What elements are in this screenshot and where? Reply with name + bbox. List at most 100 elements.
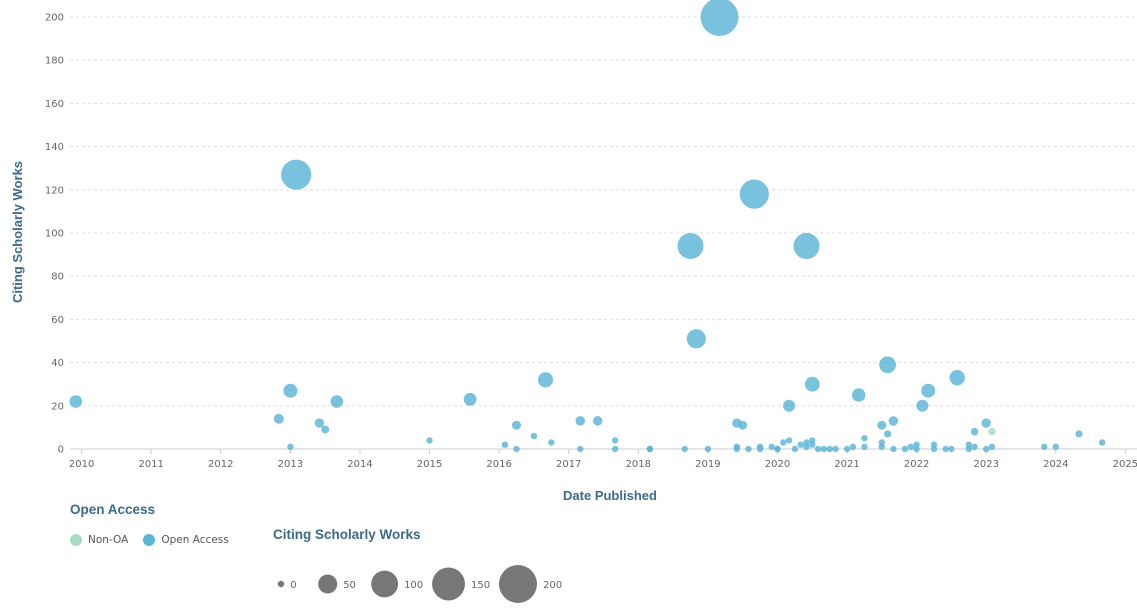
data-point-open-access[interactable]: [592, 416, 603, 426]
data-point-open-access[interactable]: [426, 437, 433, 444]
data-point-open-access[interactable]: [884, 430, 892, 438]
data-point-open-access[interactable]: [69, 395, 83, 408]
x-tick-label: 2012: [208, 459, 233, 470]
data-point-open-access[interactable]: [890, 445, 897, 453]
size-legend: 0 50 100 150 200: [277, 565, 562, 603]
y-tick-label: 120: [45, 185, 64, 196]
data-point-open-access[interactable]: [739, 179, 769, 209]
size-legend-circle: [498, 565, 537, 603]
data-point-open-access[interactable]: [877, 420, 887, 430]
data-point-open-access[interactable]: [283, 383, 298, 398]
data-point-open-access[interactable]: [797, 441, 804, 448]
data-point-open-access[interactable]: [756, 445, 764, 453]
data-point-open-access[interactable]: [965, 445, 972, 453]
data-point-open-access[interactable]: [321, 425, 330, 434]
data-point-open-access[interactable]: [832, 445, 839, 453]
data-point-open-access[interactable]: [913, 445, 920, 453]
data-point-open-access[interactable]: [809, 441, 816, 448]
y-tick-label: 200: [45, 13, 64, 24]
legend-item-non-oa[interactable]: Non-OA: [70, 534, 128, 546]
size-legend-label: 200: [543, 580, 562, 591]
data-point-open-access[interactable]: [548, 439, 555, 446]
data-point-open-access[interactable]: [686, 329, 706, 349]
data-point-open-access[interactable]: [849, 443, 857, 450]
data-point-open-access[interactable]: [916, 399, 929, 412]
non-oa-swatch-icon: [70, 534, 82, 546]
legend-label-non-oa: Non-OA: [88, 534, 129, 546]
data-point-open-access[interactable]: [970, 427, 979, 436]
data-point-open-access[interactable]: [901, 445, 909, 453]
data-point-open-access[interactable]: [1075, 430, 1083, 438]
data-point-open-access[interactable]: [745, 445, 752, 453]
y-tick-label: 180: [45, 56, 64, 67]
data-point-open-access[interactable]: [907, 443, 914, 450]
data-point-open-access[interactable]: [677, 233, 704, 259]
x-tick-label: 2014: [347, 459, 372, 470]
data-point-open-access[interactable]: [921, 383, 936, 398]
data-point-open-access[interactable]: [1099, 439, 1106, 446]
data-point-open-access[interactable]: [988, 443, 996, 450]
data-point-open-access[interactable]: [501, 441, 509, 448]
data-point-non-oa[interactable]: [988, 427, 996, 436]
data-point-open-access[interactable]: [281, 159, 312, 190]
data-point-open-access[interactable]: [981, 418, 991, 428]
data-point-open-access[interactable]: [983, 445, 990, 453]
data-point-open-access[interactable]: [330, 395, 344, 408]
data-point-open-access[interactable]: [681, 445, 688, 453]
x-tick-label: 2011: [138, 459, 163, 470]
data-point-open-access[interactable]: [861, 443, 868, 450]
data-point-open-access[interactable]: [793, 233, 820, 259]
data-point-open-access[interactable]: [888, 416, 899, 426]
data-point-open-access[interactable]: [948, 445, 955, 453]
data-point-open-access[interactable]: [537, 372, 554, 388]
data-point-open-access[interactable]: [575, 416, 586, 426]
data-point-open-access[interactable]: [804, 376, 820, 392]
open-access-swatch-icon: [143, 534, 156, 546]
x-tick-label: 2016: [486, 459, 511, 470]
data-point-open-access[interactable]: [930, 445, 938, 453]
data-point-open-access[interactable]: [733, 445, 741, 453]
data-point-open-access[interactable]: [843, 445, 851, 453]
data-point-open-access[interactable]: [577, 445, 584, 453]
data-point-open-access[interactable]: [287, 443, 294, 450]
data-point-open-access[interactable]: [1052, 443, 1060, 450]
data-point-open-access[interactable]: [803, 443, 810, 450]
data-point-open-access[interactable]: [785, 437, 793, 444]
data-point-open-access[interactable]: [646, 445, 654, 453]
data-point-open-access[interactable]: [826, 445, 833, 453]
data-point-open-access[interactable]: [530, 432, 538, 440]
data-point-open-access[interactable]: [791, 445, 799, 453]
data-point-open-access[interactable]: [768, 443, 775, 450]
data-point-open-access[interactable]: [463, 392, 477, 406]
data-point-open-access[interactable]: [861, 435, 868, 442]
data-point-open-access[interactable]: [949, 370, 965, 386]
data-point-open-access[interactable]: [971, 443, 978, 450]
data-point-open-access[interactable]: [611, 437, 619, 444]
data-point-open-access[interactable]: [611, 445, 619, 453]
x-axis-title: Date Published: [563, 488, 657, 503]
y-tick-label: 60: [51, 315, 64, 326]
data-point-open-access[interactable]: [820, 445, 828, 453]
data-point-open-access[interactable]: [783, 399, 796, 412]
data-point-open-access[interactable]: [774, 445, 781, 453]
data-point-open-access[interactable]: [1041, 443, 1048, 450]
data-point-open-access[interactable]: [942, 445, 949, 453]
legend-item-open-access[interactable]: Open Access: [143, 534, 229, 546]
data-point-open-access[interactable]: [852, 388, 866, 402]
data-point-open-access[interactable]: [704, 445, 712, 453]
data-point-open-access[interactable]: [513, 445, 520, 453]
data-point-open-access[interactable]: [314, 418, 325, 428]
x-tick-label: 2015: [417, 459, 442, 470]
data-point-open-access[interactable]: [512, 420, 521, 430]
data-point-open-access[interactable]: [780, 439, 787, 446]
data-point-open-access[interactable]: [273, 413, 284, 424]
data-point-open-access[interactable]: [738, 420, 748, 430]
data-point-open-access[interactable]: [814, 445, 822, 453]
size-legend-label: 150: [471, 580, 490, 591]
data-point-open-access[interactable]: [878, 443, 885, 450]
data-point-open-access[interactable]: [700, 0, 739, 36]
size-legend-title: Citing Scholarly Works: [273, 527, 421, 542]
color-legend-title: Open Access: [70, 502, 156, 517]
size-legend-label: 100: [404, 580, 423, 591]
data-point-open-access[interactable]: [879, 356, 896, 374]
